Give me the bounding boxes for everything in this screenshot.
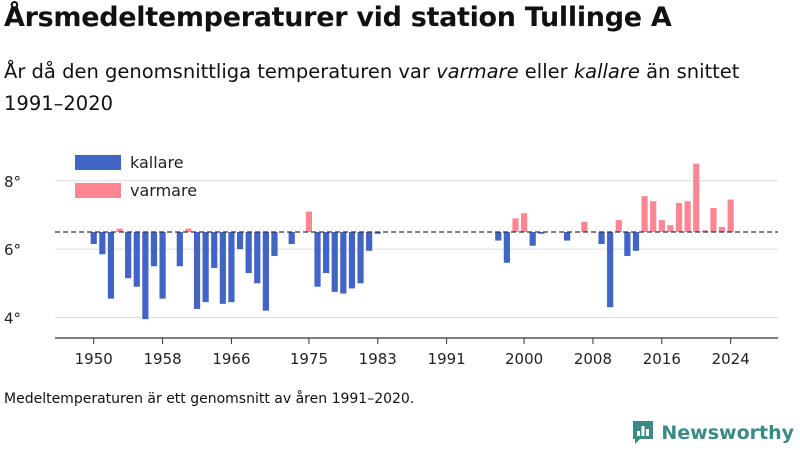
cold-bar bbox=[374, 232, 381, 234]
cold-bar bbox=[211, 232, 218, 268]
legend-swatch-varmare bbox=[75, 183, 121, 198]
x-tick-label: 1983 bbox=[359, 350, 397, 368]
chart-title: Årsmedeltemperaturer vid station Tulling… bbox=[4, 2, 672, 33]
warm-bar bbox=[615, 220, 622, 233]
cold-bar bbox=[632, 232, 640, 251]
newsworthy-logo-icon bbox=[633, 421, 654, 444]
cold-bar bbox=[150, 232, 158, 267]
warm-bar bbox=[305, 211, 313, 233]
x-tick-label: 1966 bbox=[212, 350, 250, 368]
warm-bar bbox=[701, 230, 708, 233]
cold-bar bbox=[236, 232, 244, 250]
warm-bar bbox=[512, 218, 519, 233]
cold-bar bbox=[503, 232, 510, 263]
x-tick-label: 2000 bbox=[505, 350, 543, 368]
chart-subtitle: År då den genomsnittliga temperaturen va… bbox=[4, 56, 794, 120]
subtitle-colder-word: kallare bbox=[573, 60, 640, 83]
cold-bar bbox=[193, 232, 201, 309]
x-tick-label: 2024 bbox=[712, 350, 750, 368]
cold-bar bbox=[254, 232, 261, 284]
cold-bar bbox=[366, 232, 373, 251]
subtitle-part3: än snittet 1991–2020 bbox=[4, 60, 740, 115]
cold-bar bbox=[133, 232, 140, 287]
temperature-bar-chart: 4° 6° 8° 1950 1958 1966 1975 1983 1991 2000 2008 20… bbox=[4, 153, 778, 368]
footnote: Medeltemperaturen är ett genomsnitt av å… bbox=[4, 391, 415, 407]
cold-bar bbox=[357, 232, 364, 284]
cold-bar bbox=[564, 232, 571, 241]
y-tick-label: 4° bbox=[4, 309, 21, 327]
cold-bar bbox=[598, 232, 605, 244]
subtitle-part2: eller bbox=[518, 60, 574, 83]
cold-bar bbox=[314, 232, 321, 287]
cold-bar bbox=[348, 232, 356, 289]
cold-bar bbox=[176, 232, 183, 267]
cold-bar bbox=[219, 232, 226, 304]
brand-name: Newsworthy bbox=[661, 422, 794, 444]
brand-logo: Newsworthy bbox=[631, 420, 794, 446]
x-tick-label: 1958 bbox=[143, 350, 181, 368]
warm-bar bbox=[727, 199, 734, 233]
cold-bar bbox=[340, 232, 347, 294]
subtitle-part1: År då den genomsnittliga temperaturen va… bbox=[4, 60, 437, 83]
cold-bar bbox=[90, 232, 97, 244]
x-tick-label: 1975 bbox=[290, 350, 328, 368]
warm-bar bbox=[520, 213, 528, 233]
warm-bar bbox=[116, 228, 123, 233]
x-tick-label: 2008 bbox=[574, 350, 612, 368]
warm-bar bbox=[718, 226, 726, 233]
legend-swatch-kallare bbox=[75, 155, 121, 170]
cold-bar bbox=[495, 232, 502, 241]
y-tick-label: 8° bbox=[4, 173, 21, 191]
cold-bar bbox=[142, 232, 149, 320]
legend-label-varmare: varmare bbox=[130, 181, 197, 200]
cold-bar bbox=[262, 232, 269, 311]
cold-bar bbox=[607, 232, 614, 308]
warm-bar bbox=[667, 225, 674, 233]
cold-bar bbox=[323, 232, 330, 274]
x-tick-label: 1950 bbox=[75, 350, 113, 368]
warm-bar bbox=[710, 208, 717, 233]
warm-bar bbox=[185, 228, 192, 233]
cold-bar bbox=[202, 232, 209, 303]
cold-bar bbox=[288, 232, 295, 244]
cold-bar bbox=[624, 232, 631, 256]
cold-bar bbox=[331, 232, 338, 292]
cold-bar bbox=[125, 232, 132, 279]
warm-bar bbox=[693, 163, 700, 233]
subtitle-warmer-word: varmare bbox=[436, 60, 519, 83]
warm-bar bbox=[675, 202, 683, 233]
warm-bar bbox=[641, 196, 648, 233]
x-tick-label: 1991 bbox=[428, 350, 466, 368]
warm-bar bbox=[581, 221, 588, 233]
x-tick-label: 2016 bbox=[643, 350, 681, 368]
cold-bar bbox=[245, 232, 252, 274]
cold-bar bbox=[228, 232, 235, 303]
cold-bar bbox=[271, 232, 278, 256]
cold-bar bbox=[107, 232, 115, 299]
warm-bar bbox=[658, 220, 665, 233]
cold-bar bbox=[99, 232, 106, 255]
cold-bar bbox=[538, 232, 545, 234]
legend-label-kallare: kallare bbox=[130, 153, 184, 172]
warm-bar bbox=[650, 201, 657, 233]
y-tick-label: 6° bbox=[4, 241, 21, 259]
cold-bar bbox=[159, 232, 166, 299]
warm-bar bbox=[684, 201, 691, 233]
cold-bar bbox=[529, 232, 536, 246]
